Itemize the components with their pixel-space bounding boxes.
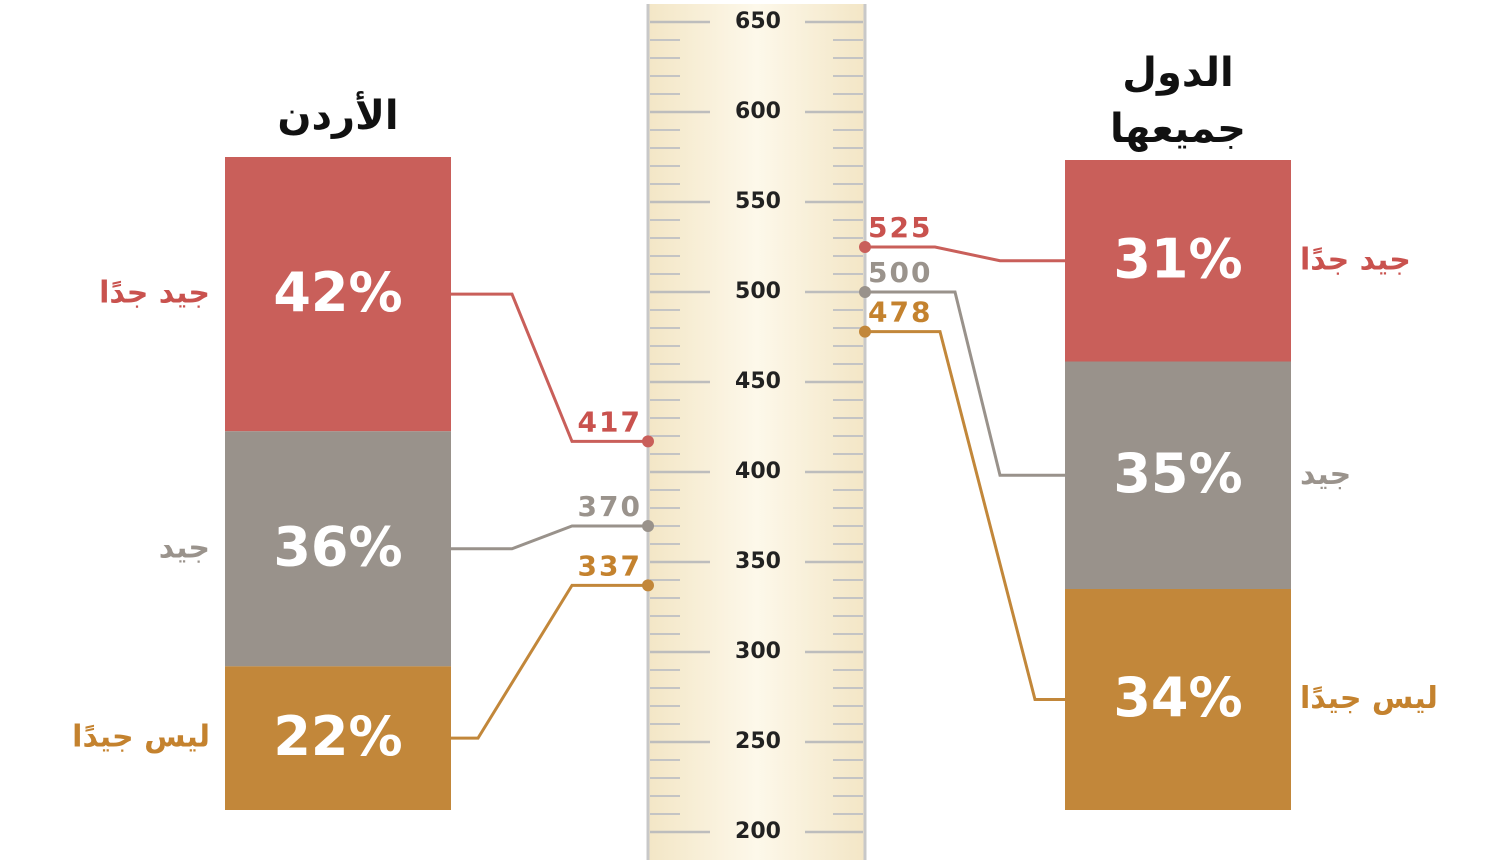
value-label: 34% [1113,666,1242,729]
legend-label: ليس جيدًا [72,720,210,755]
value-label: 22% [273,705,402,768]
legend-label: جيد [1300,457,1351,492]
score-marker [642,579,654,592]
score-label: 500 [868,256,932,289]
bar-segment [225,431,451,667]
connector [865,245,1065,263]
legend-label: ليس جيدًا [1300,681,1438,716]
score-label: 478 [868,296,932,329]
score-marker [859,286,871,298]
legend-label: جيد جدًا [1300,242,1411,277]
legend-label: جيد جدًا [99,276,210,311]
value-label: 36% [273,515,402,578]
connector [865,290,1065,477]
score-marker [642,520,654,532]
y-tick-label: 200 [735,819,781,844]
value-label: 35% [1113,442,1242,505]
value-label: 42% [273,261,402,324]
score-marker [859,325,871,338]
y-tick-label: 600 [735,99,781,124]
y-tick-label: 350 [735,549,781,574]
y-tick-label: 650 [735,9,781,34]
score-marker [859,241,871,253]
score-marker [642,435,654,448]
bar-segment [1065,361,1291,589]
connector [451,524,648,551]
y-tick-label: 300 [735,639,781,664]
bar-segment [1065,160,1291,362]
bar-segment [225,157,451,432]
connector [451,583,648,740]
bar-segment [225,666,451,810]
bar-title-box: الدول جميعها [1110,50,1246,152]
bar-title: الدول جميعها [1110,50,1246,152]
connector [451,292,648,443]
y-tick-label: 250 [735,729,781,754]
y-tick-label: 400 [735,459,781,484]
y-tick-label: 550 [735,189,781,214]
ruler [648,4,865,860]
connector [865,330,1065,701]
value-label: 31% [1113,227,1242,290]
bar-title-box: الأردن [277,93,399,139]
legend-label: جيد [159,530,210,565]
bar-title: الأردن [277,93,399,139]
score-label: 525 [868,211,932,244]
score-label: 370 [578,490,642,523]
bar-segment [1065,589,1291,810]
score-label: 417 [578,405,642,438]
y-tick-label: 450 [735,369,781,394]
y-tick-label: 500 [735,279,781,304]
score-label: 337 [578,549,642,582]
